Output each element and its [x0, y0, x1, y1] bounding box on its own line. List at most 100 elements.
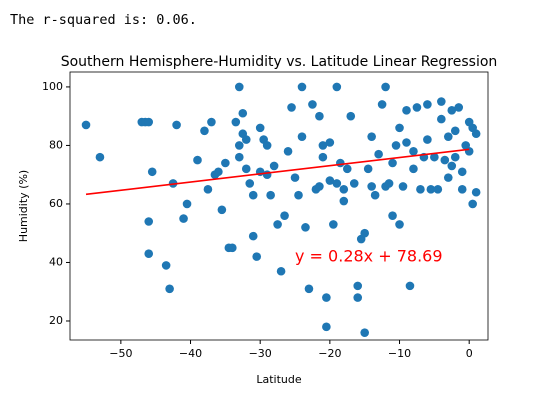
point [391, 141, 401, 150]
point [214, 167, 223, 177]
point [398, 182, 408, 191]
y-tick-label: 100 [42, 80, 63, 93]
annotation: y = 0.28x + 78.69 [295, 247, 443, 266]
point [276, 266, 286, 276]
point [294, 190, 303, 200]
point [172, 120, 181, 130]
point [193, 155, 202, 165]
point [252, 252, 262, 261]
y-tick-label: 40 [49, 255, 63, 268]
point [447, 161, 457, 171]
point [332, 82, 342, 92]
point [339, 196, 349, 206]
point [221, 158, 230, 168]
point [217, 205, 227, 215]
point [412, 103, 422, 112]
point [402, 106, 411, 115]
point [395, 123, 404, 133]
point [360, 228, 369, 238]
point [381, 82, 390, 92]
point [377, 100, 387, 109]
point [207, 117, 216, 127]
point [367, 182, 376, 191]
point [315, 182, 324, 191]
point [447, 106, 457, 115]
point [367, 132, 376, 141]
x-tick-label: −10 [388, 347, 411, 360]
point [468, 199, 477, 209]
point [430, 152, 439, 162]
point [228, 243, 237, 253]
point [464, 146, 474, 156]
point [437, 97, 446, 106]
point [280, 211, 289, 220]
point [245, 179, 255, 188]
point [234, 141, 244, 150]
point [384, 179, 394, 188]
point [450, 126, 460, 136]
point [374, 149, 383, 159]
point [248, 190, 258, 200]
point [363, 164, 373, 174]
output-text: The r-squared is: 0.06. [10, 12, 197, 28]
point [287, 103, 296, 112]
x-tick-label: −50 [109, 347, 132, 360]
point [360, 328, 369, 337]
x-axis-label: Latitude [256, 373, 302, 386]
point [161, 261, 171, 270]
point [266, 190, 275, 200]
point [423, 100, 432, 109]
point [339, 185, 349, 194]
point [308, 100, 317, 109]
point [238, 108, 248, 118]
point [318, 141, 328, 150]
point [301, 223, 310, 232]
point [325, 176, 335, 185]
point [165, 284, 174, 294]
point [234, 82, 244, 92]
x-tick-label: 0 [466, 347, 473, 360]
point [416, 185, 425, 194]
point [144, 217, 154, 226]
point [349, 179, 359, 188]
point [402, 138, 411, 147]
point [144, 117, 154, 127]
point [423, 135, 432, 144]
point [353, 293, 363, 302]
point [147, 167, 157, 177]
point [262, 170, 272, 179]
point [144, 249, 154, 258]
point [370, 190, 380, 200]
point [255, 123, 265, 133]
point [269, 161, 279, 171]
point [179, 214, 188, 223]
y-tick-label: 20 [49, 314, 63, 327]
point [336, 158, 345, 168]
point [318, 152, 328, 162]
point [241, 135, 251, 144]
point [200, 126, 209, 136]
point [182, 199, 192, 209]
point [322, 293, 331, 302]
point [325, 138, 335, 147]
point [443, 132, 453, 141]
point [262, 141, 272, 150]
point [454, 103, 464, 112]
point [315, 111, 324, 121]
point [81, 120, 91, 130]
point [450, 152, 460, 162]
point [388, 158, 397, 168]
point [322, 322, 331, 332]
y-tick-label: 60 [49, 197, 63, 210]
point [395, 220, 404, 229]
point [437, 114, 446, 124]
chart-title: Southern Hemisphere-Humidity vs. Latitud… [61, 54, 498, 70]
point [409, 146, 418, 156]
x-tick-label: −20 [318, 347, 341, 360]
point [234, 152, 244, 162]
point [388, 211, 397, 220]
point [440, 155, 450, 165]
point [457, 167, 467, 177]
point [342, 164, 352, 174]
regression-line [85, 148, 470, 196]
